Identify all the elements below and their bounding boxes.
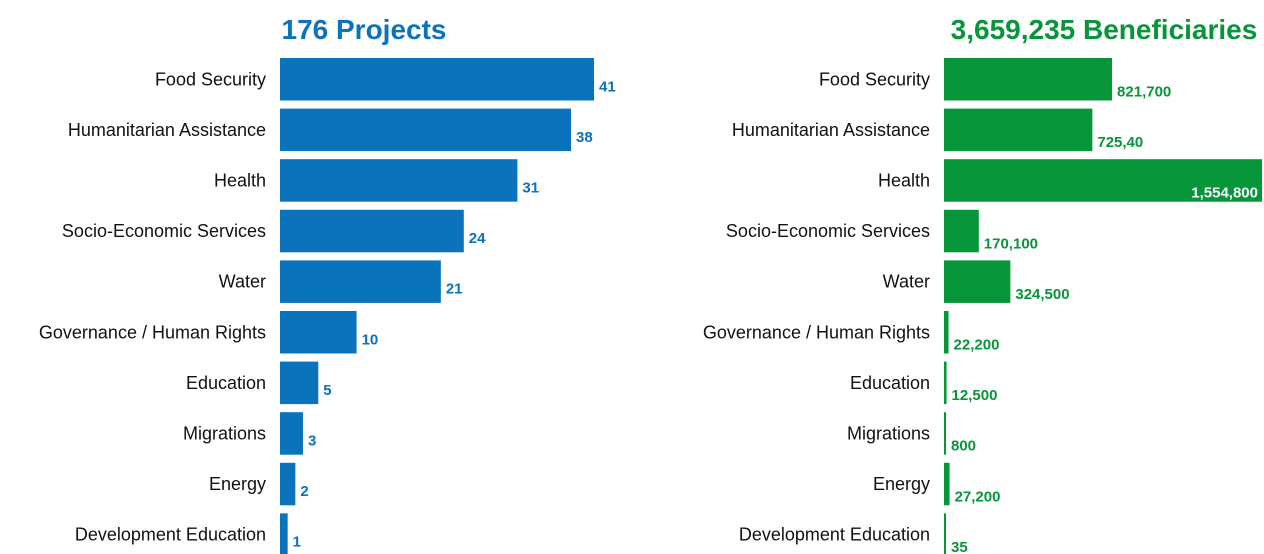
projects-category-label: Education [186, 373, 266, 393]
beneficiaries-chart-marks: Food Security 821,700 Humanitarian Assista… [703, 58, 1262, 554]
projects-bar [280, 412, 303, 455]
beneficiaries-bar [944, 311, 949, 354]
beneficiaries-value-label: 35 [951, 539, 968, 554]
beneficiaries-value-label: 821,700 [1117, 84, 1171, 101]
projects-value-label: 38 [576, 129, 593, 146]
projects-bar [280, 159, 518, 202]
projects-value-label: 5 [323, 382, 331, 399]
projects-bar [280, 513, 288, 554]
beneficiaries-category-label: Health [878, 170, 930, 190]
projects-bar [280, 260, 441, 303]
beneficiaries-bar [944, 361, 947, 405]
beneficiaries-bar [944, 159, 1262, 202]
beneficiaries-category-label: Migrations [847, 423, 930, 443]
beneficiaries-bar [944, 108, 1093, 152]
beneficiaries-bar [944, 462, 950, 506]
beneficiaries-category-label: Education [850, 373, 930, 393]
beneficiaries-value-label: 800 [951, 438, 976, 455]
beneficiaries-value-label: 27,200 [955, 488, 1001, 505]
projects-value-label: 1 [293, 534, 301, 551]
projects-category-label: Socio-Economic Services [62, 221, 266, 241]
beneficiaries-category-label: Governance / Human Rights [703, 322, 930, 342]
projects-value-label: 10 [362, 331, 379, 348]
beneficiaries-category-label: Socio-Economic Services [726, 221, 930, 241]
beneficiaries-value-label: 22,200 [954, 337, 1000, 354]
projects-category-label: Water [219, 272, 266, 292]
beneficiaries-bar [944, 513, 946, 554]
projects-value-label: 24 [469, 230, 486, 247]
projects-value-label: 2 [300, 483, 308, 500]
projects-bar [280, 209, 464, 253]
projects-category-label: Humanitarian Assistance [68, 120, 266, 140]
projects-bar [280, 58, 594, 101]
projects-category-label: Food Security [155, 69, 266, 89]
projects-chart-title: 176 Projects [282, 14, 447, 45]
projects-category-label: Migrations [183, 423, 266, 443]
beneficiaries-value-label: 324,500 [1015, 286, 1069, 303]
projects-bar [280, 462, 296, 506]
projects-value-label: 41 [599, 78, 616, 95]
projects-category-label: Health [214, 170, 266, 190]
projects-bar [280, 361, 319, 405]
beneficiaries-value-label: 1,554,800 [1191, 185, 1258, 202]
beneficiaries-value-label: 12,500 [952, 387, 998, 404]
projects-category-label: Energy [209, 474, 266, 494]
beneficiaries-category-label: Humanitarian Assistance [732, 120, 930, 140]
beneficiaries-chart-title: 3,659,235 Beneficiaries [951, 14, 1258, 45]
beneficiaries-category-label: Water [883, 272, 930, 292]
beneficiaries-category-label: Development Education [739, 525, 930, 545]
projects-chart-marks: Food Security 41 Humanitarian Assistance 38… [39, 58, 616, 554]
beneficiaries-category-label: Energy [873, 474, 930, 494]
beneficiaries-value-label: 170,100 [984, 235, 1038, 252]
projects-category-label: Development Education [75, 525, 266, 545]
projects-value-label: 21 [446, 281, 463, 298]
projects-bar [280, 108, 572, 152]
beneficiaries-value-label: 725,40 [1097, 134, 1143, 151]
beneficiaries-bar [944, 260, 1011, 303]
projects-bar [280, 311, 357, 354]
beneficiaries-bar [944, 412, 946, 455]
projects-category-label: Governance / Human Rights [39, 322, 266, 342]
beneficiaries-bar [944, 209, 979, 253]
beneficiaries-bar [944, 58, 1113, 101]
projects-value-label: 3 [308, 432, 316, 449]
beneficiaries-category-label: Food Security [819, 69, 930, 89]
projects-value-label: 31 [522, 179, 539, 196]
